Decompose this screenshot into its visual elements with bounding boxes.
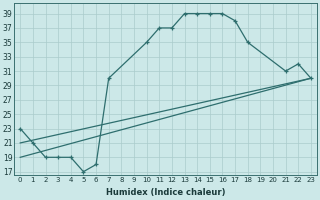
X-axis label: Humidex (Indice chaleur): Humidex (Indice chaleur): [106, 188, 225, 197]
